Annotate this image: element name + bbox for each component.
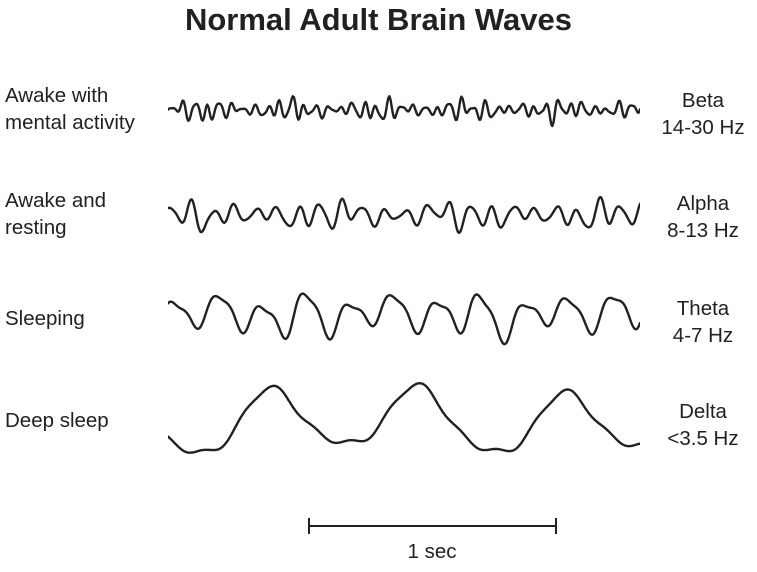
beta-wave-path <box>168 95 640 128</box>
band-name-alpha: Alpha <box>676 192 730 215</box>
freq-label-beta: Beta 14-30 Hz <box>650 87 756 141</box>
band-name-beta: Beta <box>681 89 725 112</box>
page-title: Normal Adult Brain Waves <box>184 2 572 37</box>
band-name-delta: Delta <box>679 400 727 423</box>
freq-label-alpha: Alpha 8-13 Hz <box>650 190 756 244</box>
alpha-wave-trace <box>168 195 640 234</box>
band-range-alpha: 8-13 Hz <box>667 219 739 242</box>
delta-wave-path <box>168 382 640 454</box>
scale-bar-label: 1 sec <box>407 540 457 563</box>
state-label-deep-sleep: Deep sleep <box>5 409 109 432</box>
freq-label-theta: Theta 4-7 Hz <box>650 295 756 349</box>
beta-wave-trace <box>168 95 640 128</box>
band-range-theta: 4-7 Hz <box>672 324 734 347</box>
state-label-sleeping: Sleeping <box>5 307 85 330</box>
band-range-delta: <3.5 Hz <box>667 427 739 450</box>
state-label-awake-mental-activity: Awake with mental activity <box>5 84 135 134</box>
delta-wave-trace <box>168 382 640 454</box>
state-label-awake-resting: Awake and resting <box>5 189 107 239</box>
freq-label-delta: Delta <3.5 Hz <box>650 398 756 452</box>
theta-wave-trace <box>168 292 640 346</box>
alpha-wave-path <box>168 195 640 234</box>
band-name-theta: Theta <box>676 297 730 320</box>
band-range-beta: 14-30 Hz <box>661 116 745 139</box>
one-second-scale-bar <box>308 518 557 534</box>
theta-wave-path <box>168 292 640 346</box>
